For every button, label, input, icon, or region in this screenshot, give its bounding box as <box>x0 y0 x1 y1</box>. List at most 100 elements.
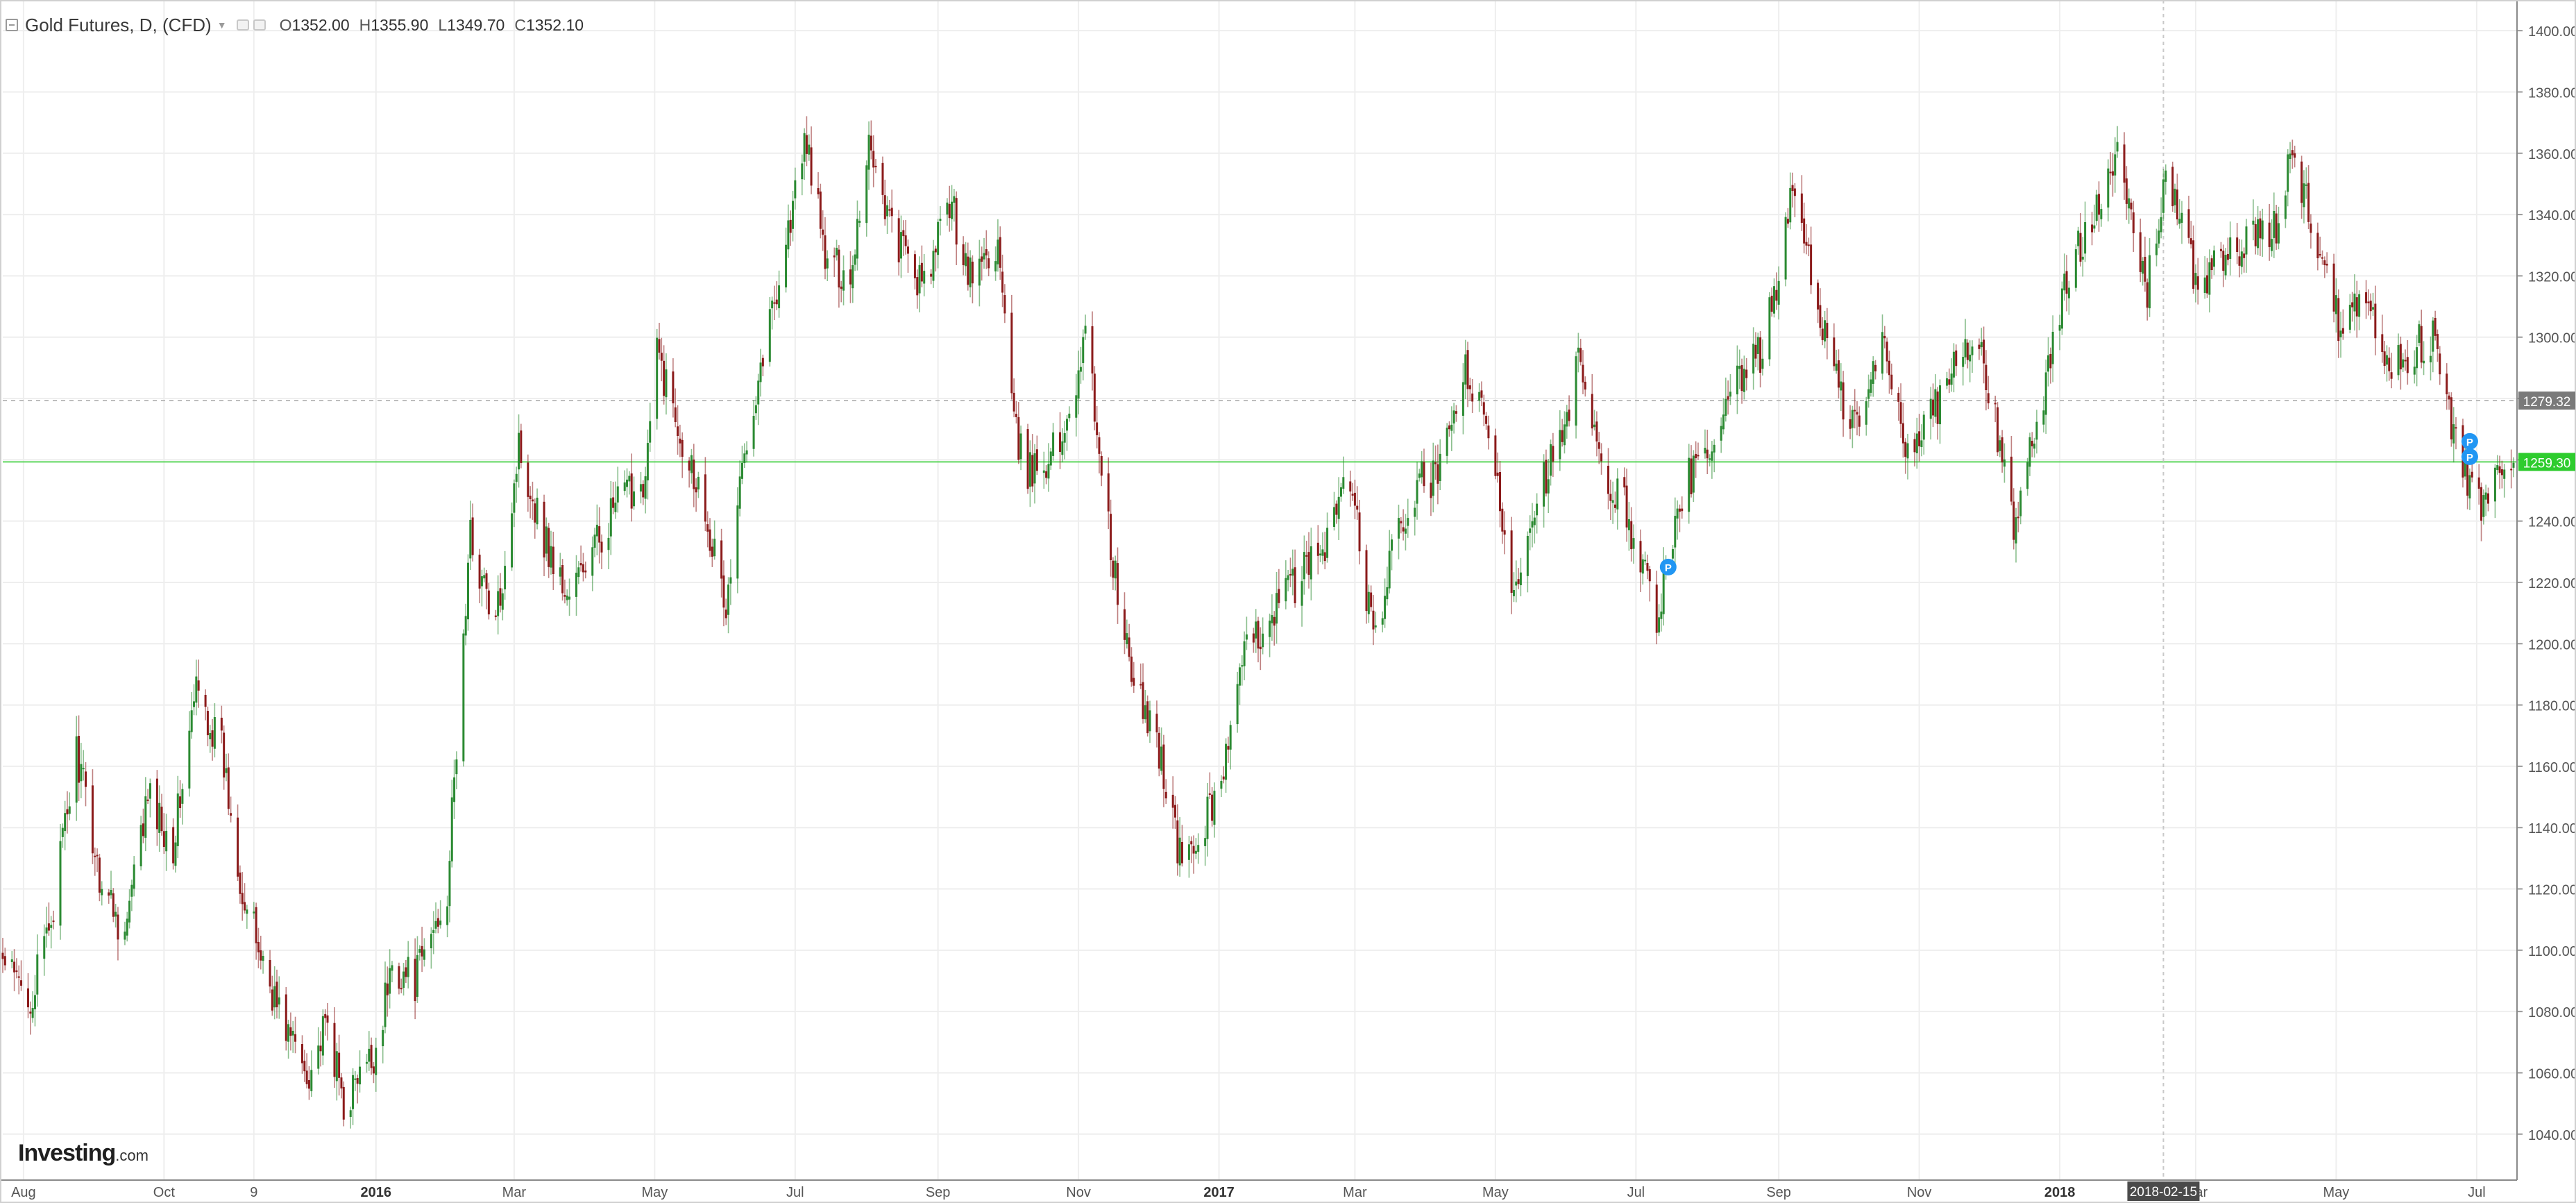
event-badge[interactable] <box>2461 448 2478 465</box>
candle-down <box>1706 449 1709 459</box>
chevron-down-icon[interactable]: ▼ <box>217 19 227 31</box>
candle-down <box>1402 527 1405 532</box>
collapse-legend-icon[interactable] <box>6 19 18 31</box>
candle-down <box>693 460 695 489</box>
candle-down <box>1128 637 1130 657</box>
high-value: 1355.90 <box>371 15 429 34</box>
candle-down <box>709 529 711 551</box>
candle-down <box>1110 514 1112 560</box>
candle-down <box>220 717 223 731</box>
candle-down <box>2294 153 2296 158</box>
candle-up <box>1543 462 1545 507</box>
candle-up <box>1915 433 1918 453</box>
candle-down <box>906 246 909 254</box>
candle-down <box>1180 841 1183 864</box>
candle-down <box>1607 465 1610 494</box>
candle-up <box>1512 589 1515 596</box>
hide-icon[interactable] <box>253 19 266 31</box>
candle-up <box>2277 223 2280 244</box>
candle-down <box>1356 505 1359 510</box>
candle-down <box>1307 552 1310 575</box>
candle-down <box>1130 656 1133 682</box>
candle-up <box>1934 389 1937 417</box>
event-badge[interactable] <box>2461 432 2478 450</box>
candle-down <box>2446 373 2448 395</box>
x-tick-label: Nov <box>1907 1185 1932 1200</box>
candle-down <box>2079 233 2082 262</box>
candle-up <box>2208 262 2211 295</box>
candle-down <box>1164 791 1167 799</box>
candle-down <box>400 988 402 990</box>
candle-down <box>2477 477 2480 489</box>
ohlc-low: L1349.70 <box>438 16 505 35</box>
candle-down <box>1595 421 1598 441</box>
event-badges[interactable]: PPP <box>1659 432 2478 575</box>
candle-up <box>2164 170 2167 182</box>
candle-down <box>1759 337 1762 373</box>
candle-down <box>913 254 916 278</box>
instrument-title[interactable]: Gold Futures, D, (CFD) <box>25 14 212 35</box>
candle-up <box>2058 325 2061 331</box>
candle-down <box>179 796 182 809</box>
candle-down <box>206 711 209 736</box>
candle-down <box>20 980 23 986</box>
candle-down <box>1093 373 1096 422</box>
candle-down <box>2291 150 2294 155</box>
candle-down <box>285 994 287 1041</box>
candle-down <box>398 966 400 989</box>
candle-down <box>305 1070 308 1084</box>
candle-down <box>674 407 677 423</box>
candle-up <box>690 455 693 473</box>
candle-up <box>2180 212 2183 223</box>
candle-down <box>920 262 923 282</box>
candle-down <box>342 1086 345 1120</box>
candle-down <box>2236 237 2239 253</box>
candle-up <box>1743 369 1745 392</box>
candle-down <box>1681 508 1684 512</box>
candle-up <box>1627 519 1630 530</box>
candle-up <box>729 577 732 584</box>
candle-up <box>568 596 571 600</box>
candle-up <box>997 239 999 264</box>
candle-up <box>158 802 161 833</box>
candle-down <box>1448 425 1450 430</box>
candle-down <box>1955 350 1958 367</box>
ohlc-open: O1352.00 <box>280 16 350 35</box>
candle-down <box>2351 302 2354 308</box>
candle-down <box>1259 646 1262 650</box>
candle-up <box>1052 432 1055 456</box>
candle-up <box>697 476 700 490</box>
candle-down <box>1227 746 1230 750</box>
candle-down <box>688 460 690 471</box>
candle-up <box>1126 633 1128 645</box>
candle-up <box>2402 359 2405 368</box>
candle-up <box>130 884 133 897</box>
candle-down <box>2367 301 2370 303</box>
candle-up <box>939 219 942 221</box>
candle-down <box>642 484 645 498</box>
candle-up <box>649 421 652 443</box>
event-badge[interactable] <box>1659 558 1677 575</box>
candle-down <box>2406 357 2409 373</box>
investing-logo: Investing.com <box>18 1140 149 1167</box>
candle-down <box>967 256 969 285</box>
candle-down <box>679 438 681 444</box>
candle-up <box>1285 578 1287 602</box>
candle-down <box>1591 394 1593 429</box>
candle-up <box>752 415 755 449</box>
candle-up <box>801 163 804 180</box>
candle-up <box>368 1048 371 1062</box>
candle-up <box>738 476 741 509</box>
candle-up <box>2353 293 2356 312</box>
candle-up <box>951 201 954 219</box>
candle-up <box>1187 844 1190 860</box>
settings-icon[interactable] <box>236 19 249 31</box>
candle-down <box>338 1052 341 1078</box>
x-tick-label: 2017 <box>1203 1185 1235 1200</box>
candle-down <box>1 952 4 959</box>
candle-up <box>1692 455 1695 493</box>
candle-up <box>1547 479 1550 494</box>
candle-down <box>2323 260 2326 265</box>
